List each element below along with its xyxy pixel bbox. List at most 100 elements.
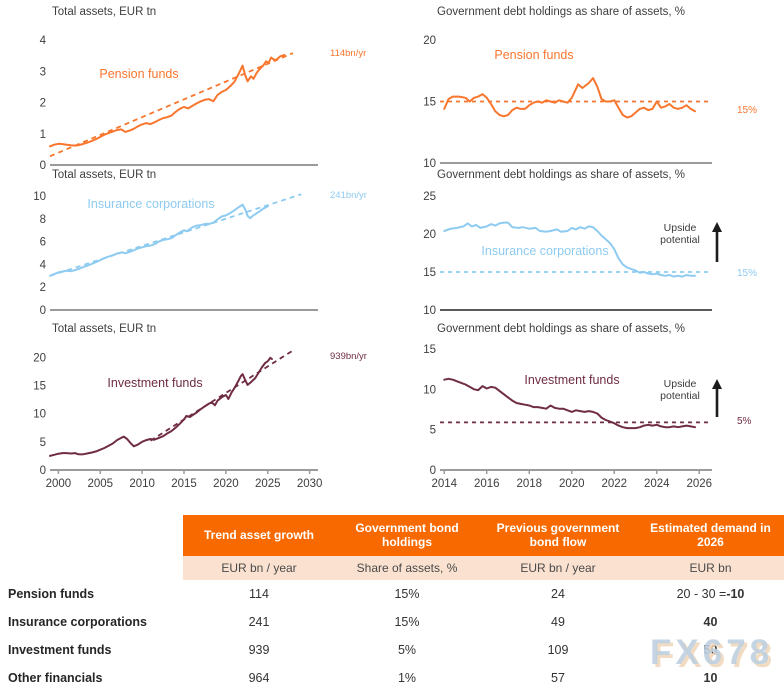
table-cell-demand: 50 — [637, 636, 784, 664]
demand-value: 40 — [703, 615, 718, 629]
y-tick-label: 10 — [33, 409, 46, 421]
series-line — [49, 203, 269, 277]
table-cell: 15% — [394, 615, 420, 629]
level-annotation: 5% — [737, 416, 752, 427]
row-label: Other financials — [8, 671, 103, 685]
y-tick-label: 3 — [40, 66, 46, 78]
x-tick-label: 2010 — [129, 478, 155, 490]
upside-potential-label: Upside potential — [660, 378, 700, 402]
row-label: Insurance corporations — [8, 615, 147, 629]
series-line — [49, 54, 286, 148]
column-unit: EUR bn / year — [479, 556, 637, 580]
column-header: Government bond holdings — [335, 515, 479, 556]
y-tick-label: 2 — [40, 282, 46, 294]
y-tick-label: 8 — [40, 214, 46, 226]
y-tick-label: 20 — [423, 229, 436, 241]
x-tick-label: 2025 — [255, 478, 281, 490]
summary-table: Trend asset growth Government bond holdi… — [8, 515, 784, 692]
row-label: Pension funds — [8, 587, 95, 601]
y-tick-label: 15 — [33, 380, 46, 392]
column-unit: EUR bn — [637, 556, 784, 580]
demand-value: 50 — [703, 643, 718, 657]
y-tick-label: 5 — [40, 437, 46, 449]
y-tick-label: 10 — [423, 158, 436, 170]
y-tick-label: 4 — [40, 35, 47, 47]
chart-title: Total assets, EUR tn — [52, 6, 157, 18]
column-header: Trend asset growth — [183, 515, 335, 556]
x-tick-label: 2022 — [601, 478, 627, 490]
series-label: Insurance corporations — [87, 197, 215, 211]
table-cell: 24 — [551, 587, 565, 601]
table-cell: 57 — [551, 671, 565, 685]
series-line — [49, 356, 273, 457]
chart-title: Total assets, EUR tn — [52, 323, 157, 335]
table-cell: 109 — [547, 643, 569, 657]
series-label: Investment funds — [107, 376, 203, 390]
y-tick-label: 0 — [40, 465, 46, 477]
table-cell-demand: 20 - 30 = -10 — [637, 580, 784, 608]
y-tick-label: 20 — [33, 352, 46, 364]
up-arrow-head — [712, 222, 722, 232]
upside-potential-label: Upside potential — [660, 222, 700, 246]
table-cell: 939 — [248, 643, 270, 657]
y-tick-label: 6 — [40, 237, 46, 249]
level-annotation: 15% — [737, 105, 758, 116]
table-cell: 5% — [397, 643, 417, 657]
demand-value: 10 — [703, 671, 718, 685]
table-corner-spacer — [8, 515, 183, 556]
trend-annotation: 241bn/yr — [330, 190, 367, 201]
column-unit: Share of assets, % — [335, 556, 479, 580]
y-tick-label: 20 — [423, 35, 436, 47]
trend-line — [49, 193, 302, 277]
series-label: Insurance corporations — [481, 244, 609, 258]
table-cell: 1% — [397, 671, 417, 685]
column-header: Previous government bond flow — [479, 515, 637, 556]
trend-line — [49, 52, 294, 158]
chart-title: Government debt holdings as share of ass… — [437, 6, 686, 18]
table-cell: 241 — [248, 615, 270, 629]
x-tick-label: 2000 — [46, 478, 72, 490]
x-tick-label: 2030 — [297, 478, 323, 490]
table-cell: 49 — [551, 615, 565, 629]
y-tick-label: 25 — [423, 191, 436, 203]
x-tick-label: 2020 — [213, 478, 239, 490]
y-tick-label: 0 — [40, 160, 46, 172]
series-label: Pension funds — [494, 48, 574, 62]
y-tick-label: 4 — [40, 259, 47, 271]
y-tick-label: 10 — [423, 384, 436, 396]
series-line — [443, 221, 696, 278]
table-unit-spacer — [8, 556, 183, 580]
up-arrow-head — [712, 379, 722, 389]
chart-title: Total assets, EUR tn — [52, 169, 157, 181]
y-tick-label: 2 — [40, 98, 46, 110]
chart-title: Government debt holdings as share of ass… — [437, 323, 686, 335]
y-tick-label: 0 — [40, 305, 46, 317]
x-tick-label: 2020 — [559, 478, 585, 490]
series-label: Pension funds — [99, 67, 179, 81]
chart-title: Government debt holdings as share of ass… — [437, 169, 686, 181]
y-tick-label: 10 — [423, 305, 436, 317]
series-label: Investment funds — [524, 373, 620, 387]
table-cell: 15% — [394, 587, 420, 601]
column-unit: EUR bn / year — [183, 556, 335, 580]
x-tick-label: 2015 — [171, 478, 197, 490]
x-tick-label: 2014 — [431, 478, 457, 490]
series-line — [443, 377, 696, 430]
fx678-watermark: FX678 — [650, 633, 774, 672]
y-tick-label: 1 — [40, 129, 46, 141]
y-tick-label: 0 — [430, 465, 436, 477]
x-tick-label: 2016 — [474, 478, 500, 490]
y-tick-label: 15 — [423, 344, 436, 356]
y-tick-label: 5 — [430, 425, 436, 437]
series-line — [443, 77, 696, 119]
x-tick-label: 2005 — [87, 478, 113, 490]
table-cell-demand: 10 — [637, 664, 784, 692]
trend-annotation: 939bn/yr — [330, 351, 367, 362]
level-annotation: 15% — [737, 268, 758, 279]
x-tick-label: 2018 — [516, 478, 542, 490]
table-cell: 114 — [249, 587, 269, 601]
x-tick-label: 2026 — [686, 478, 712, 490]
trend-line — [150, 349, 294, 442]
